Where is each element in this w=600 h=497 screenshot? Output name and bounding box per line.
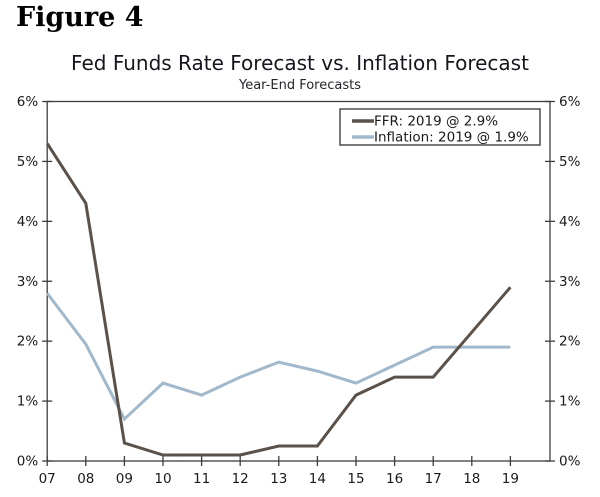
y-tick-label-right: 6% bbox=[559, 94, 581, 110]
y-tick-label-left: 0% bbox=[17, 454, 39, 470]
y-tick-label-right: 2% bbox=[559, 334, 581, 350]
chart-subtitle: Year-End Forecasts bbox=[238, 78, 361, 93]
legend-box bbox=[339, 108, 541, 146]
y-tick-label-left: 1% bbox=[17, 394, 39, 410]
y-tick-label-right: 5% bbox=[559, 154, 581, 170]
x-tick-label: 09 bbox=[116, 471, 133, 487]
x-tick-label: 15 bbox=[347, 471, 364, 487]
x-tick-label: 17 bbox=[425, 471, 442, 487]
y-tick-label-right: 4% bbox=[559, 214, 581, 230]
x-tick-label: 13 bbox=[270, 471, 287, 487]
x-tick-label: 12 bbox=[232, 471, 249, 487]
legend-label-ffr: FFR: 2019 @ 2.9% bbox=[374, 114, 498, 130]
y-tick-label-left: 2% bbox=[17, 334, 39, 350]
x-tick-label: 07 bbox=[39, 471, 56, 487]
y-tick-label-right: 1% bbox=[559, 394, 581, 410]
series-line-inflation bbox=[46, 292, 511, 422]
y-tick-label-right: 3% bbox=[559, 274, 581, 290]
axis-frame bbox=[46, 100, 551, 462]
x-tick-label: 14 bbox=[309, 471, 326, 487]
series-line-ffr bbox=[45, 142, 512, 457]
x-tick-label: 18 bbox=[463, 471, 480, 487]
legend-label-inflation: Inflation: 2019 @ 1.9% bbox=[374, 130, 529, 146]
y-tick-label-left: 6% bbox=[17, 94, 39, 110]
x-tick-label: 10 bbox=[154, 471, 171, 487]
y-tick-label-left: 4% bbox=[17, 214, 39, 230]
x-tick-label: 16 bbox=[386, 471, 403, 487]
figure-label: Figure 4 bbox=[16, 2, 144, 33]
y-tick-label-left: 5% bbox=[17, 154, 39, 170]
x-tick-label: 08 bbox=[77, 471, 94, 487]
x-tick-label: 19 bbox=[502, 471, 519, 487]
x-tick-label: 11 bbox=[193, 471, 210, 487]
chart-title: Fed Funds Rate Forecast vs. Inflation Fo… bbox=[71, 51, 529, 75]
y-tick-label-right: 0% bbox=[559, 454, 581, 470]
y-tick-label-left: 3% bbox=[17, 274, 39, 290]
